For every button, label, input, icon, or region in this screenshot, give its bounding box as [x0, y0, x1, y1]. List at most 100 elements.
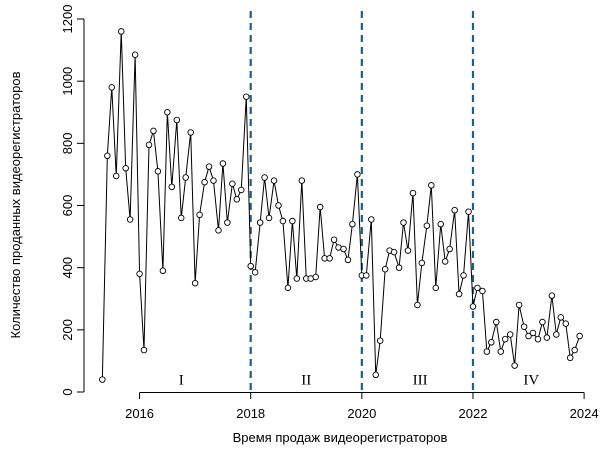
data-point: [205, 163, 213, 170]
y-tick-label: 800: [60, 132, 75, 154]
data-point: [229, 180, 236, 187]
data-point: [284, 284, 292, 292]
data-point: [428, 182, 435, 189]
data-point: [187, 129, 194, 136]
y-tick-label: 200: [60, 319, 75, 341]
data-point: [525, 332, 532, 340]
data-point: [543, 334, 551, 341]
data-point: [395, 264, 403, 271]
data-point: [479, 287, 486, 295]
data-point: [298, 177, 306, 184]
data-point: [117, 28, 125, 35]
data-point: [423, 222, 431, 229]
data-point: [446, 245, 453, 253]
data-point: [465, 208, 472, 215]
data-point: [330, 236, 338, 243]
y-axis-ticks: 0 200 400 600 800 1000 1200: [60, 5, 84, 396]
data-point: [557, 314, 565, 321]
data-point: [340, 245, 347, 253]
data-point: [104, 152, 111, 160]
period-label: III: [413, 373, 428, 389]
data-point: [529, 329, 537, 337]
data-point: [140, 346, 148, 354]
data-point: [177, 214, 185, 222]
period-label: II: [301, 373, 311, 389]
data-point: [168, 183, 176, 191]
data-point: [455, 290, 463, 298]
data-point: [279, 217, 287, 225]
data-point: [215, 227, 222, 234]
data-point: [437, 220, 444, 228]
data-point: [548, 292, 556, 299]
data-point: [191, 279, 199, 287]
data-point: [483, 348, 491, 355]
data-point: [474, 284, 481, 292]
data-point: [164, 108, 171, 116]
data-point: [566, 354, 574, 362]
data-point: [145, 141, 153, 149]
series-line: [101, 31, 581, 380]
data-point: [363, 272, 370, 279]
data-point: [243, 93, 250, 100]
data-point: [201, 178, 208, 186]
data-point: [238, 186, 245, 194]
data-point: [136, 270, 143, 278]
data-point: [154, 168, 162, 175]
data-point: [247, 262, 254, 270]
period-labels: I II III IV: [179, 373, 540, 389]
data-point: [493, 318, 500, 326]
x-tick-label: 2024: [570, 406, 599, 421]
y-axis-title: Количество проданных видеорегистраторов: [8, 71, 23, 338]
data-point: [511, 362, 518, 369]
data-point: [488, 339, 495, 346]
y-tick-label: 0: [60, 388, 75, 395]
x-axis-title: Время продаж видеорегистраторов: [233, 430, 448, 445]
data-point: [506, 331, 514, 338]
data-point: [293, 275, 301, 282]
data-point: [265, 214, 273, 222]
data-point: [122, 164, 129, 172]
data-point: [354, 171, 361, 178]
data-point: [534, 335, 542, 343]
data-point: [520, 323, 528, 330]
data-point: [372, 371, 379, 379]
data-point: [469, 303, 477, 310]
data-point: [126, 216, 134, 223]
data-point: [99, 376, 106, 383]
data-point: [576, 332, 583, 340]
data-point: [553, 331, 560, 338]
data-point: [451, 206, 458, 214]
data-point: [289, 217, 296, 225]
data-point: [376, 337, 384, 344]
data-point: [261, 174, 268, 181]
data-point: [173, 116, 181, 124]
y-tick-label: 600: [60, 195, 75, 217]
y-tick-label: 1000: [60, 67, 75, 96]
data-point: [270, 177, 278, 184]
data-point: [150, 127, 157, 135]
data-point: [316, 203, 324, 211]
data-point: [562, 320, 570, 327]
data-point: [349, 220, 356, 228]
data-point: [210, 177, 217, 184]
period-label: IV: [523, 373, 539, 389]
x-tick-label: 2022: [459, 406, 488, 421]
data-point: [414, 301, 421, 309]
data-point: [112, 172, 120, 180]
x-tick-label: 2016: [125, 406, 154, 421]
y-tick-label: 400: [60, 257, 75, 279]
data-point: [381, 265, 389, 273]
data-point: [400, 219, 407, 226]
data-point: [131, 51, 139, 59]
y-tick-label: 1200: [60, 5, 75, 34]
data-point: [390, 248, 398, 256]
data-point: [219, 160, 227, 167]
data-point: [460, 272, 467, 279]
data-point: [539, 318, 546, 326]
data-point: [571, 346, 578, 354]
data-point: [224, 219, 231, 226]
data-point: [256, 219, 264, 226]
series-layer: [99, 28, 583, 383]
